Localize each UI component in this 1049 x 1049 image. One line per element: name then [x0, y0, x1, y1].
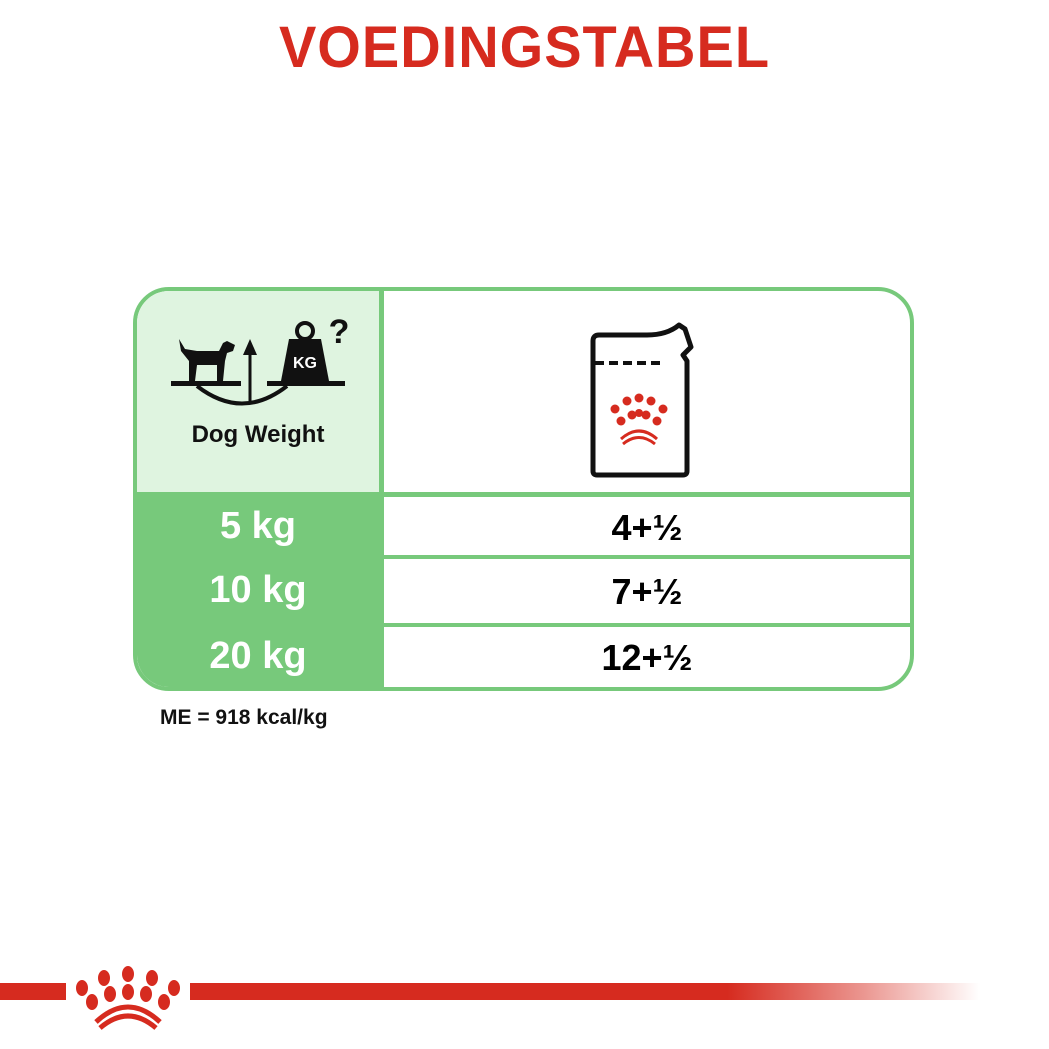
row-divider [379, 555, 910, 559]
svg-text:?: ? [329, 313, 350, 351]
feeding-table: KG ? Dog Weight 5 kg 4+½ 10 kg 7+½ 20 kg… [133, 287, 914, 691]
weight-cell: 5 kg [219, 505, 297, 547]
portion-cell: 12+½ [601, 637, 693, 678]
weight-header-cell [137, 291, 379, 492]
svg-text:KG: KG [293, 355, 317, 372]
weight-cell: 10 kg [209, 569, 307, 611]
weight-cell: 20 kg [209, 635, 307, 677]
page-title: VOEDINGSTABEL [278, 13, 771, 80]
dog-scale-kg-icon: KG ? [171, 313, 350, 406]
portion-cell: 4+½ [611, 507, 683, 548]
wet-food-pouch-icon [590, 322, 694, 478]
energy-note: ME = 918 kcal/kg [160, 706, 328, 729]
row-divider [379, 623, 910, 627]
brand-bar-right [190, 983, 980, 1000]
weight-column [137, 492, 379, 687]
dog-weight-label: Dog Weight [191, 421, 325, 448]
row-divider [379, 492, 910, 497]
column-divider [379, 291, 384, 687]
portion-cell: 7+½ [611, 571, 683, 612]
brand-bar-left [0, 983, 66, 1000]
royal-canin-crown-logo [76, 966, 180, 1030]
